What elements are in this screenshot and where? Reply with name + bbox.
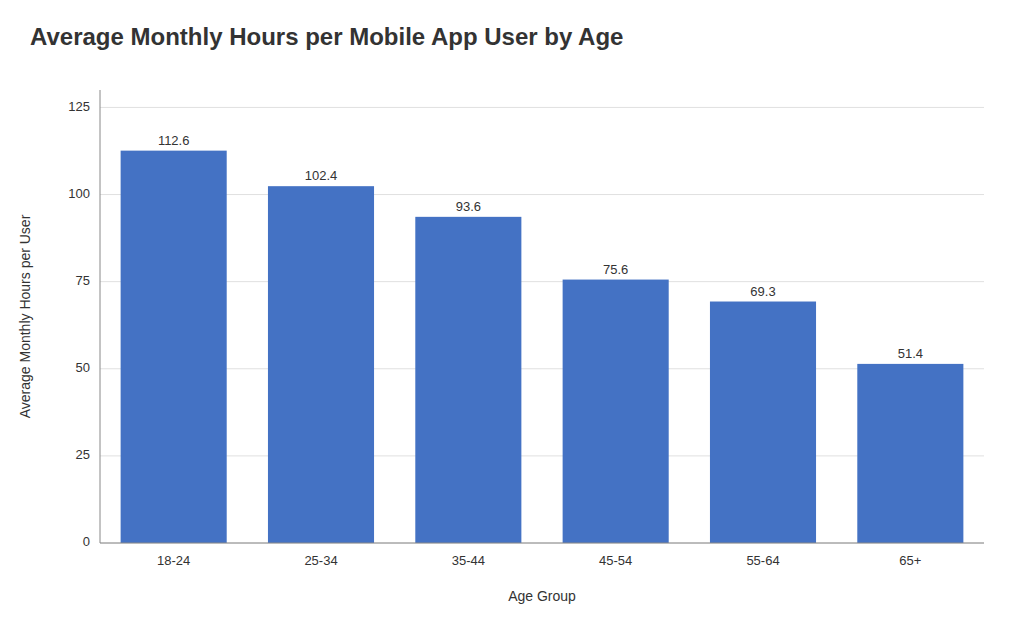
- data-label: 51.4: [898, 346, 923, 361]
- x-tick-label: 35-44: [452, 553, 485, 568]
- bar: [268, 186, 374, 543]
- x-axis-line: [100, 542, 984, 543]
- grid-line: [100, 455, 984, 456]
- bar: [857, 364, 963, 543]
- grid-line: [100, 543, 984, 544]
- grid: [100, 107, 984, 543]
- bar: [563, 280, 669, 543]
- data-label: 69.3: [750, 284, 775, 299]
- data-label: 112.6: [158, 133, 190, 148]
- grid-line: [100, 107, 984, 108]
- y-tick-label: 75: [76, 273, 90, 288]
- x-tick-label: 25-34: [304, 553, 337, 568]
- data-label: 75.6: [603, 262, 628, 277]
- bar: [121, 151, 227, 543]
- data-label: 102.4: [305, 168, 338, 183]
- y-axis-label: Average Monthly Hours per User: [17, 214, 33, 418]
- x-tick-label: 65+: [899, 553, 921, 568]
- chart-container: Average Monthly Hours per Mobile App Use…: [0, 0, 1024, 633]
- grid-line: [100, 194, 984, 195]
- y-axis-line: [100, 90, 101, 543]
- y-tick-label: 100: [68, 186, 90, 201]
- bar: [710, 302, 816, 543]
- data-labels: 112.6 102.4 93.6 75.6 69.3 51.4: [158, 133, 923, 361]
- bars: [121, 151, 964, 543]
- y-tick-label: 0: [83, 534, 90, 549]
- data-label: 93.6: [456, 199, 481, 214]
- x-tick-label: 18-24: [157, 553, 190, 568]
- x-axis-label: Age Group: [508, 588, 576, 604]
- y-tick-label: 50: [76, 360, 90, 375]
- title: Average Monthly Hours per Mobile App Use…: [30, 23, 623, 50]
- y-tick-label: 25: [76, 447, 90, 462]
- y-tick-label: 125: [68, 99, 90, 114]
- chart-svg: Average Monthly Hours per Mobile App Use…: [0, 0, 1024, 633]
- x-tick-label: 55-64: [746, 553, 779, 568]
- x-tick-label: 45-54: [599, 553, 632, 568]
- bar: [415, 217, 521, 543]
- grid-line: [100, 281, 984, 282]
- grid-line: [100, 368, 984, 369]
